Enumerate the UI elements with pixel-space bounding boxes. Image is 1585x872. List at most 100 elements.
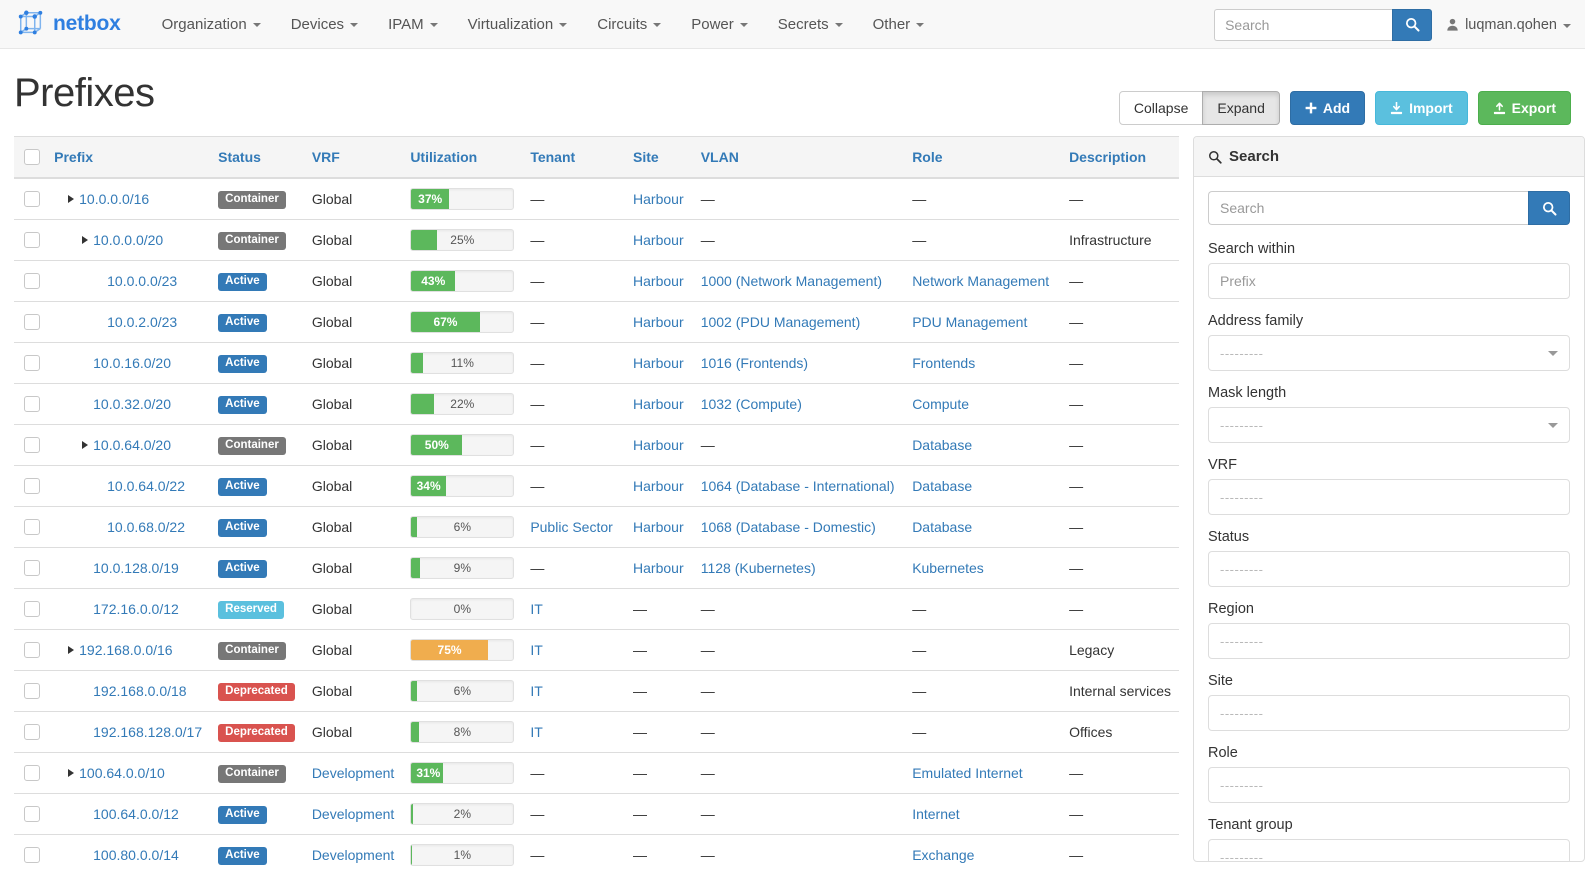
row-checkbox[interactable] <box>24 478 40 494</box>
role-link[interactable]: Database <box>912 437 973 453</box>
prefix-link[interactable]: 10.0.128.0/19 <box>93 560 179 576</box>
prefix-link[interactable]: 192.168.0.0/18 <box>93 683 187 699</box>
row-checkbox[interactable] <box>24 232 40 248</box>
role-link[interactable]: Network Management <box>912 273 1050 289</box>
row-checkbox[interactable] <box>24 519 40 535</box>
expand-toggle-icon[interactable] <box>68 195 75 203</box>
site-link[interactable]: Harbour <box>633 560 684 576</box>
tenant-link[interactable]: IT <box>530 601 543 617</box>
row-checkbox[interactable] <box>24 765 40 781</box>
nav-item-ipam[interactable]: IPAM <box>373 2 453 47</box>
tenant-link[interactable]: IT <box>530 642 543 658</box>
prefix-link[interactable]: 100.64.0.0/10 <box>79 765 165 781</box>
site-link[interactable]: Harbour <box>633 355 684 371</box>
nav-item-virtualization[interactable]: Virtualization <box>453 2 583 47</box>
prefix-link[interactable]: 10.0.0.0/20 <box>93 232 164 248</box>
nav-item-other[interactable]: Other <box>858 2 940 47</box>
prefix-link[interactable]: 10.0.16.0/20 <box>93 355 171 371</box>
prefix-link[interactable]: 100.80.0.0/14 <box>93 847 179 863</box>
prefix-link[interactable]: 10.0.68.0/22 <box>107 519 185 535</box>
column-header-tenant[interactable]: Tenant <box>522 136 626 179</box>
row-checkbox[interactable] <box>24 560 40 576</box>
prefix-link[interactable]: 100.64.0.0/12 <box>93 806 179 822</box>
expand-toggle-icon[interactable] <box>82 441 89 449</box>
row-checkbox[interactable] <box>24 683 40 699</box>
filter-input-region[interactable]: --------- <box>1208 623 1570 659</box>
expand-toggle-icon[interactable] <box>68 646 75 654</box>
prefix-link[interactable]: 10.0.64.0/20 <box>93 437 171 453</box>
row-checkbox[interactable] <box>24 642 40 658</box>
row-checkbox[interactable] <box>24 601 40 617</box>
vlan-link[interactable]: 1000 (Network Management) <box>700 273 883 289</box>
vlan-link[interactable]: 1064 (Database - International) <box>700 478 895 494</box>
expand-toggle-icon[interactable] <box>68 769 75 777</box>
vrf-value[interactable]: Development <box>311 847 395 863</box>
role-link[interactable]: Emulated Internet <box>912 765 1023 781</box>
filter-input-address-family[interactable]: --------- <box>1208 335 1570 371</box>
role-link[interactable]: Frontends <box>912 355 976 371</box>
add-button[interactable]: Add <box>1289 91 1366 125</box>
column-header-role[interactable]: Role <box>904 136 1062 179</box>
row-checkbox[interactable] <box>24 847 40 863</box>
expand-toggle-icon[interactable] <box>82 236 89 244</box>
global-search-button[interactable] <box>1392 8 1433 41</box>
nav-item-devices[interactable]: Devices <box>276 2 373 47</box>
sidebar-search-input[interactable] <box>1208 191 1528 225</box>
site-link[interactable]: Harbour <box>633 191 684 207</box>
expand-button[interactable]: Expand <box>1202 91 1280 125</box>
site-link[interactable]: Harbour <box>633 396 684 412</box>
site-link[interactable]: Harbour <box>633 232 684 248</box>
row-checkbox[interactable] <box>24 355 40 371</box>
role-link[interactable]: Database <box>912 478 973 494</box>
prefix-link[interactable]: 10.0.32.0/20 <box>93 396 171 412</box>
column-header-utilization[interactable]: Utilization <box>402 136 523 179</box>
row-checkbox[interactable] <box>24 314 40 330</box>
filter-input-status[interactable]: --------- <box>1208 551 1570 587</box>
vrf-value[interactable]: Development <box>311 765 395 781</box>
import-button[interactable]: Import <box>1375 91 1468 125</box>
select-all-checkbox[interactable] <box>24 149 40 165</box>
nav-item-circuits[interactable]: Circuits <box>582 2 676 47</box>
prefix-link[interactable]: 192.168.128.0/17 <box>93 724 203 740</box>
nav-item-power[interactable]: Power <box>676 2 763 47</box>
role-link[interactable]: Database <box>912 519 973 535</box>
nav-item-organization[interactable]: Organization <box>147 2 276 47</box>
site-link[interactable]: Harbour <box>633 314 684 330</box>
column-header-prefix[interactable]: Prefix <box>46 136 211 179</box>
prefix-link[interactable]: 192.168.0.0/16 <box>79 642 173 658</box>
row-checkbox[interactable] <box>24 437 40 453</box>
row-checkbox[interactable] <box>24 273 40 289</box>
filter-input-vrf[interactable]: --------- <box>1208 479 1570 515</box>
filter-input-role[interactable]: --------- <box>1208 767 1570 803</box>
prefix-link[interactable]: 10.0.2.0/23 <box>107 314 178 330</box>
collapse-button[interactable]: Collapse <box>1118 91 1204 125</box>
column-header-vrf[interactable]: VRF <box>303 136 403 179</box>
prefix-link[interactable]: 10.0.0.0/23 <box>107 273 178 289</box>
vlan-link[interactable]: 1128 (Kubernetes) <box>700 560 816 576</box>
site-link[interactable]: Harbour <box>633 519 684 535</box>
vlan-link[interactable]: 1016 (Frontends) <box>700 355 809 371</box>
tenant-link[interactable]: IT <box>530 724 543 740</box>
vlan-link[interactable]: 1002 (PDU Management) <box>700 314 861 330</box>
column-header-description[interactable]: Description <box>1061 136 1179 179</box>
sidebar-search-button[interactable] <box>1528 191 1570 225</box>
nav-item-secrets[interactable]: Secrets <box>763 2 858 47</box>
tenant-link[interactable]: Public Sector <box>530 519 613 535</box>
row-checkbox[interactable] <box>24 724 40 740</box>
vlan-link[interactable]: 1068 (Database - Domestic) <box>700 519 876 535</box>
filter-input-mask-length[interactable]: --------- <box>1208 407 1570 443</box>
prefix-link[interactable]: 10.0.0.0/16 <box>79 191 150 207</box>
tenant-link[interactable]: IT <box>530 683 543 699</box>
prefix-link[interactable]: 10.0.64.0/22 <box>107 478 185 494</box>
vrf-value[interactable]: Development <box>311 806 395 822</box>
filter-input-site[interactable]: --------- <box>1208 695 1570 731</box>
column-header-status[interactable]: Status <box>210 136 304 179</box>
global-search-input[interactable] <box>1214 8 1393 41</box>
site-link[interactable]: Harbour <box>633 478 684 494</box>
vlan-link[interactable]: 1032 (Compute) <box>700 396 802 412</box>
role-link[interactable]: Compute <box>912 396 969 412</box>
prefix-link[interactable]: 172.16.0.0/12 <box>93 601 179 617</box>
row-checkbox[interactable] <box>24 806 40 822</box>
role-link[interactable]: Internet <box>912 806 960 822</box>
export-button[interactable]: Export <box>1477 91 1571 125</box>
